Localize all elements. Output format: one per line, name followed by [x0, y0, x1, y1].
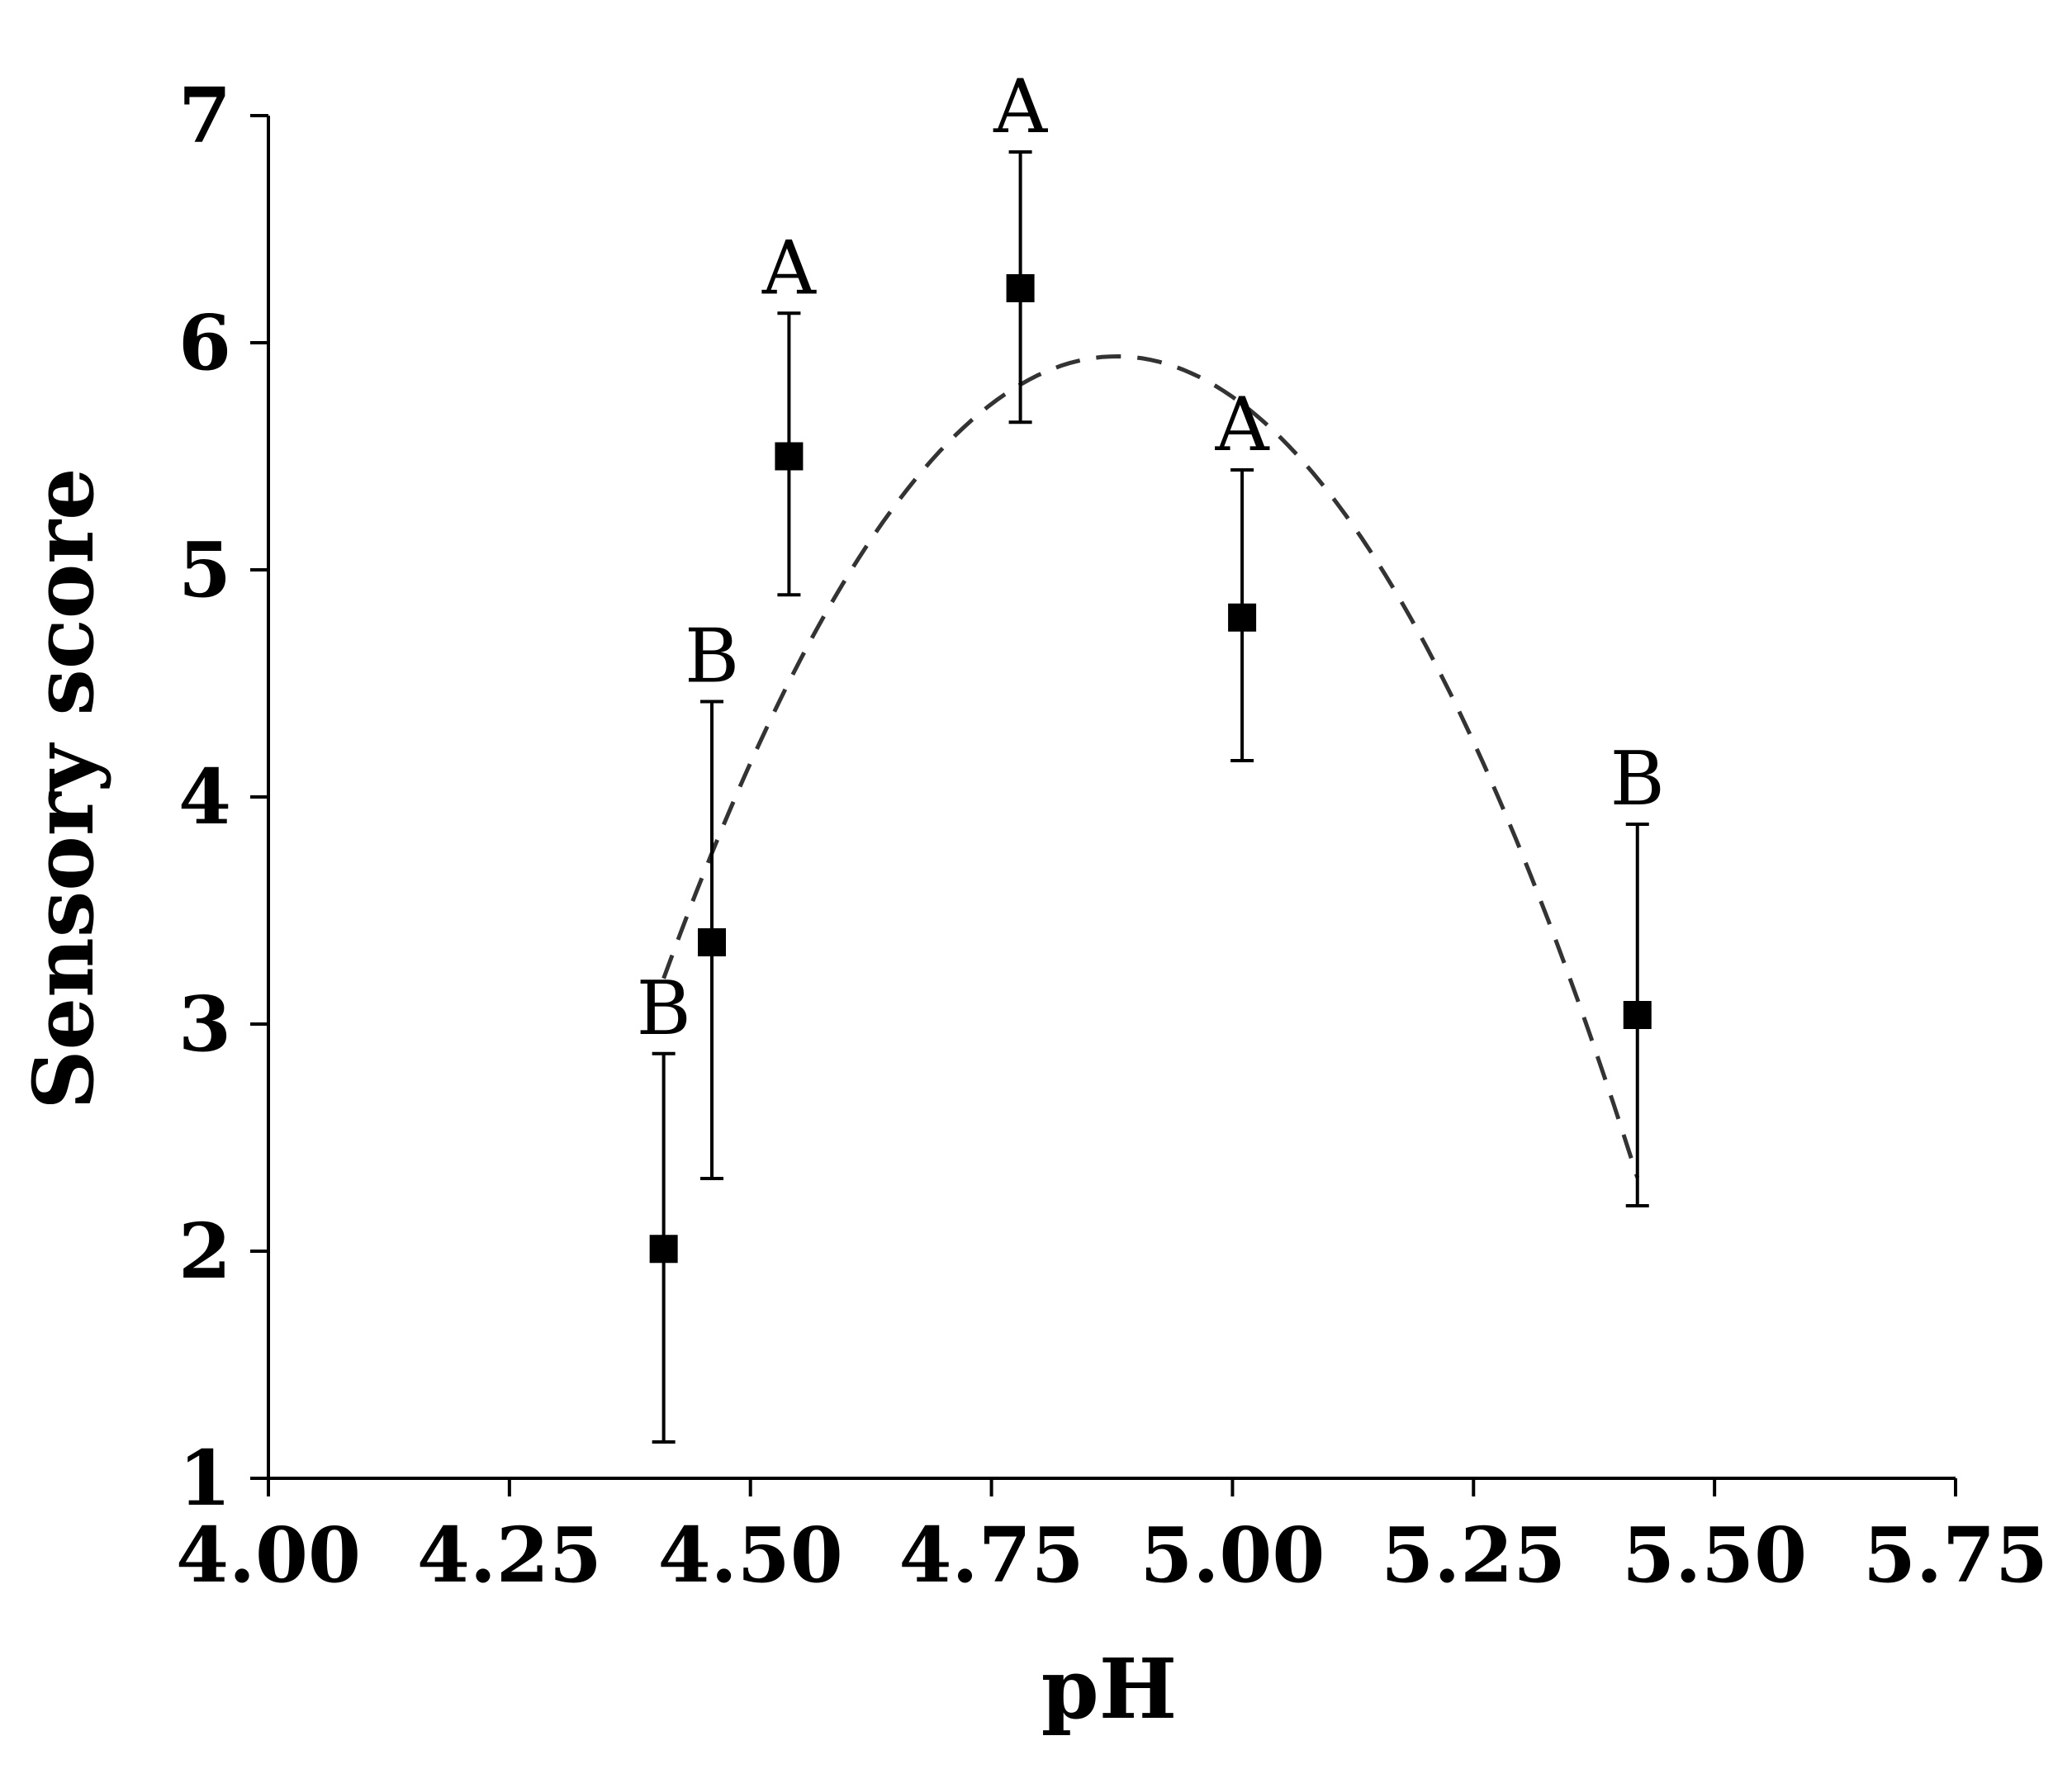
data-point: [1228, 603, 1257, 632]
y-tick-label: 1: [178, 1434, 231, 1523]
y-tick-label: 7: [178, 71, 231, 160]
axes: 4.00 4.25 4.50 4.75 5.00 5.25 5.50 5.75 1 2 3 4 5 6 7: [176, 71, 2048, 1600]
group-letter-label: A: [761, 225, 817, 311]
x-tick-label: 5.00: [1140, 1511, 1325, 1600]
x-axis-title: pH: [1041, 1640, 1177, 1738]
data-point: [1623, 1001, 1652, 1029]
y-tick-label: 6: [178, 298, 231, 387]
group-letter-label: A: [993, 64, 1048, 150]
x-tick-label: 5.25: [1381, 1511, 1566, 1600]
x-tick-label: 5.75: [1863, 1511, 2048, 1600]
y-axis-title: Sensory score: [15, 467, 112, 1109]
y-tick-label: 5: [178, 525, 231, 614]
data-point: [775, 442, 804, 471]
y-tick-label: 4: [178, 752, 231, 842]
x-tick-label: 4.50: [658, 1511, 843, 1600]
fit-curve: [661, 353, 1640, 1179]
data-point: [698, 928, 727, 956]
x-tick-label: 5.50: [1622, 1511, 1807, 1600]
group-letter-label: B: [1610, 736, 1665, 823]
fit-curve-layer: [661, 353, 1640, 1179]
x-tick-label: 4.75: [899, 1511, 1084, 1600]
group-letters: B B A A A B: [637, 64, 1665, 1052]
data-markers: [649, 274, 1652, 1264]
x-tick-label: 4.00: [176, 1511, 361, 1600]
data-point: [649, 1235, 678, 1264]
data-point: [1006, 274, 1035, 302]
y-tick-label: 2: [178, 1207, 231, 1296]
group-letter-label: B: [685, 614, 739, 700]
x-tick-label: 4.25: [417, 1511, 602, 1600]
group-letter-label: B: [637, 965, 691, 1052]
group-letter-label: A: [1215, 382, 1270, 468]
y-tick-label: 3: [178, 979, 231, 1069]
